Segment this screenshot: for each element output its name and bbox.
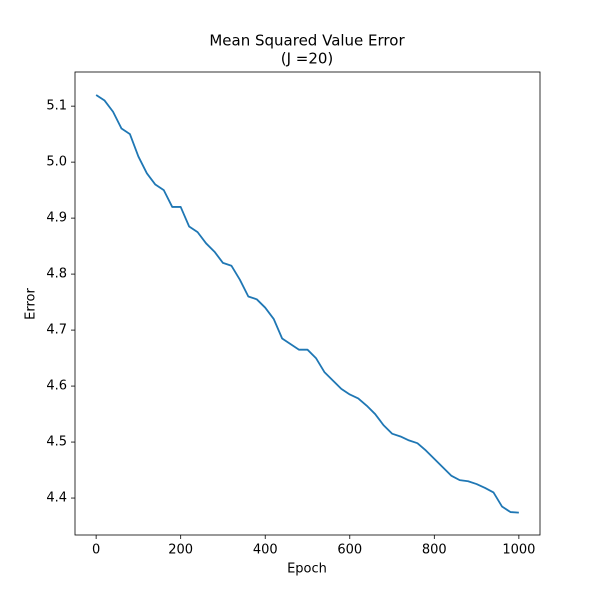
chart-title: Mean Squared Value Error: [209, 32, 405, 50]
x-tick-label: 400: [253, 543, 278, 558]
y-tick-label: 4.6: [46, 379, 67, 394]
line: [95, 94, 519, 514]
y-tick-label: 4.8: [46, 267, 67, 282]
y-tick-label: 4.9: [46, 211, 67, 226]
x-tick-label: 0: [92, 543, 100, 558]
axes: [71, 105, 520, 539]
x-axis-label: Epoch: [287, 562, 327, 577]
plot-frame: [74, 71, 541, 536]
x-tick-label: 200: [168, 543, 193, 558]
x-tick-label: 600: [337, 543, 362, 558]
y-tick-label: 5.1: [46, 99, 67, 114]
y-tick-label: 4.4: [46, 491, 67, 506]
x-tick-label: 1000: [502, 543, 535, 558]
y-axis-label: Error: [24, 288, 39, 320]
chart-subtitle: (J =20): [281, 50, 334, 68]
x-tick-label: 800: [422, 543, 447, 558]
y-tick-label: 4.7: [46, 323, 67, 338]
y-tick-label: 5.0: [46, 155, 67, 170]
y-tick-label: 4.5: [46, 435, 67, 450]
